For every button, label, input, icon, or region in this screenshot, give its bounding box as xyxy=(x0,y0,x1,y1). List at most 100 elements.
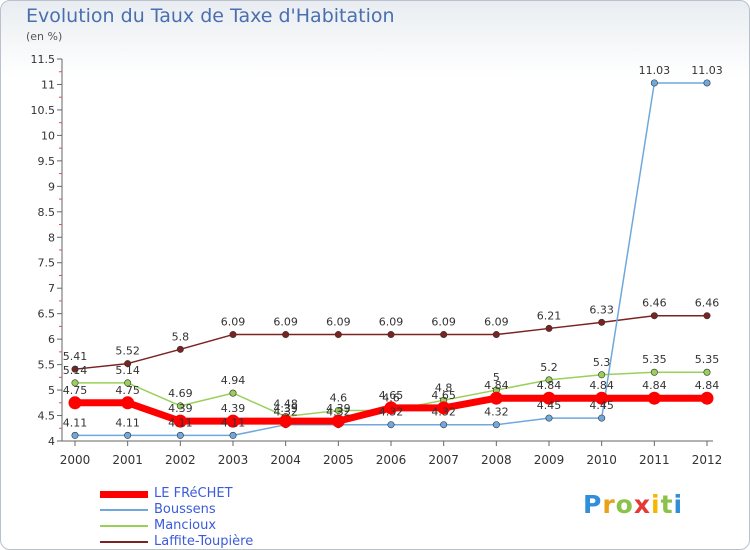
data-label: 4.32 xyxy=(431,406,456,419)
x-tick-label: 2007 xyxy=(428,453,459,467)
y-tick-label: 7 xyxy=(48,282,55,295)
legend-swatch xyxy=(100,525,148,527)
data-point xyxy=(124,379,132,387)
data-label: 4.39 xyxy=(221,402,246,415)
data-point xyxy=(334,406,342,414)
data-label: 5 xyxy=(493,371,500,384)
data-label: 4.11 xyxy=(63,416,88,429)
data-label: 4.11 xyxy=(168,416,193,429)
y-tick-label: 9.5 xyxy=(38,155,56,168)
data-label: 4.11 xyxy=(115,416,140,429)
x-tick-label: 2010 xyxy=(586,453,617,467)
data-point xyxy=(121,396,135,410)
legend-label: Mancioux xyxy=(154,518,217,533)
data-point xyxy=(703,368,711,376)
y-tick-label: 8 xyxy=(48,231,55,244)
y-tick-label: 7.5 xyxy=(38,257,56,270)
logo-letter: r xyxy=(602,490,616,519)
data-point xyxy=(700,391,714,405)
data-label: 6.09 xyxy=(379,316,404,329)
data-label: 4.39 xyxy=(326,402,351,415)
data-point xyxy=(440,421,448,429)
data-label: 4.6 xyxy=(382,391,400,404)
data-label: 6.33 xyxy=(589,303,614,316)
y-tick-label: 5.5 xyxy=(38,359,56,372)
legend-label: LE FRéCHET xyxy=(154,486,233,501)
logo-letter: o xyxy=(615,490,634,519)
logo-letter: t xyxy=(660,490,674,519)
x-tick-label: 2005 xyxy=(323,453,354,467)
data-point xyxy=(124,431,132,439)
data-point xyxy=(226,414,240,428)
x-tick-label: 2004 xyxy=(270,453,301,467)
data-label: 6.09 xyxy=(326,316,351,329)
data-point xyxy=(545,324,553,332)
x-tick-label: 2009 xyxy=(534,453,565,467)
data-point xyxy=(68,396,82,410)
data-label: 5.14 xyxy=(63,364,88,377)
data-label: 4.84 xyxy=(642,379,667,392)
legend-swatch xyxy=(100,541,148,543)
data-point xyxy=(229,389,237,397)
data-point xyxy=(173,414,187,428)
data-point xyxy=(384,401,398,415)
logo-letter: i xyxy=(651,490,661,519)
x-tick-label: 2008 xyxy=(481,453,512,467)
data-label: 6.46 xyxy=(695,297,720,310)
y-tick-label: 8.5 xyxy=(38,206,56,219)
data-point xyxy=(229,331,237,339)
x-tick-label: 2012 xyxy=(692,453,723,467)
data-point xyxy=(176,345,184,353)
data-label: 5.2 xyxy=(540,361,558,374)
data-label: 6.09 xyxy=(484,316,509,329)
data-point xyxy=(545,414,553,422)
data-point xyxy=(71,379,79,387)
x-tick-label: 2001 xyxy=(112,453,143,467)
data-label: 4.84 xyxy=(589,379,614,392)
data-point xyxy=(71,365,79,373)
data-label: 5.35 xyxy=(642,353,667,366)
data-point xyxy=(650,312,658,320)
logo-letter: i xyxy=(673,490,684,519)
data-label: 4.39 xyxy=(168,402,193,415)
data-point xyxy=(598,318,606,326)
legend-swatch xyxy=(100,509,148,511)
data-label: 4.75 xyxy=(115,384,140,397)
data-label: 4.45 xyxy=(589,399,614,412)
y-tick-label: 11 xyxy=(41,78,55,91)
data-label: 4.69 xyxy=(168,387,193,400)
data-point xyxy=(650,79,658,87)
data-point xyxy=(595,391,609,405)
data-label: 4.84 xyxy=(484,379,509,392)
data-label: 4.32 xyxy=(484,406,509,419)
data-label: 5.35 xyxy=(695,353,720,366)
data-label: 4.32 xyxy=(273,406,298,419)
data-label: 6.09 xyxy=(221,316,246,329)
data-label: 4.32 xyxy=(326,406,351,419)
data-point xyxy=(331,414,345,428)
data-point xyxy=(279,414,293,428)
data-label: 5.3 xyxy=(593,356,611,369)
data-point xyxy=(387,331,395,339)
data-label: 4.94 xyxy=(221,374,246,387)
y-tick-label: 9 xyxy=(48,180,55,193)
x-tick-label: 2003 xyxy=(218,453,249,467)
logo-letter: P xyxy=(583,490,603,519)
y-tick-label: 10 xyxy=(41,129,55,142)
data-point xyxy=(176,402,184,410)
data-point xyxy=(437,401,451,415)
data-label: 4.45 xyxy=(537,399,562,412)
proxiti-logo: Proxiti xyxy=(583,490,683,519)
data-label: 6.46 xyxy=(642,297,667,310)
data-label: 4.32 xyxy=(379,406,404,419)
logo-letter: x xyxy=(633,490,651,519)
data-label: 11.03 xyxy=(691,64,723,77)
data-label: 5.8 xyxy=(172,330,190,343)
data-point xyxy=(545,376,553,384)
x-tick-label: 2006 xyxy=(376,453,407,467)
chart-title: Evolution du Taux de Taxe d'Habitation xyxy=(26,5,395,27)
unit-label: (en %) xyxy=(26,30,63,43)
data-label: 4.8 xyxy=(435,381,453,394)
